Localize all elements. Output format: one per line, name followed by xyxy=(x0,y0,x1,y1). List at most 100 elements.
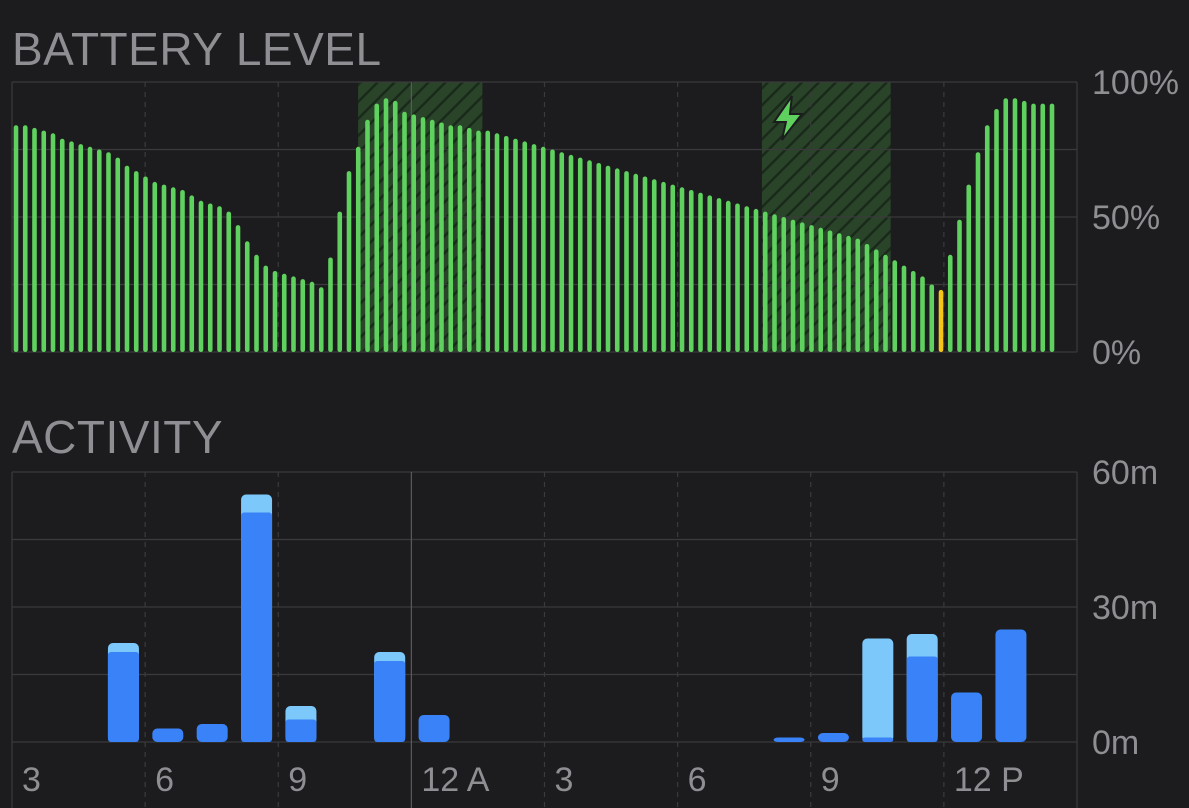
battery-bar xyxy=(32,127,37,353)
battery-bar xyxy=(1003,98,1009,352)
battery-bar xyxy=(429,119,435,352)
battery-bar xyxy=(466,127,472,353)
battery-bar xyxy=(855,238,861,352)
activity-bar-screen-on xyxy=(773,737,805,742)
battery-bar xyxy=(59,138,65,352)
battery-bar xyxy=(735,203,740,352)
time-axis-label: 3 xyxy=(555,761,574,799)
time-axis-label: 12 P xyxy=(954,761,1024,799)
battery-bar xyxy=(133,171,139,352)
battery-level-chart[interactable]: 100% 50% 0% xyxy=(11,64,1179,372)
battery-bar xyxy=(124,165,130,352)
battery-bar xyxy=(152,181,158,352)
battery-bar xyxy=(957,219,962,352)
battery-bar xyxy=(883,254,888,352)
battery-bar xyxy=(661,181,666,352)
battery-bar xyxy=(596,163,602,352)
battery-bar xyxy=(392,100,398,353)
activity-bar-screen-on xyxy=(107,652,139,742)
battery-bar xyxy=(411,114,417,353)
battery-bar xyxy=(96,149,102,352)
activity-y-tick-label: 0m xyxy=(1092,724,1139,762)
battery-bar xyxy=(281,273,287,352)
battery-bar xyxy=(254,254,259,352)
battery-bar xyxy=(522,141,528,352)
battery-bar xyxy=(402,111,407,352)
battery-bar xyxy=(910,271,916,352)
battery-bar xyxy=(1012,98,1018,352)
battery-bar xyxy=(1040,103,1046,352)
battery-bar xyxy=(531,144,537,352)
battery-bar xyxy=(892,260,898,352)
time-axis-label: 12 A xyxy=(421,761,489,799)
activity-chart[interactable]: 60m 30m 0m xyxy=(11,454,1158,808)
battery-bar xyxy=(873,249,879,352)
battery-bar xyxy=(633,173,639,352)
battery-bar xyxy=(753,208,759,352)
battery-bar xyxy=(476,130,481,352)
time-axis-label: 6 xyxy=(155,761,174,799)
activity-bar-screen-on xyxy=(995,629,1027,742)
battery-bar xyxy=(503,136,509,352)
battery-bar xyxy=(170,187,176,352)
battery-bar xyxy=(448,125,454,352)
battery-bar xyxy=(457,125,463,352)
battery-bar xyxy=(901,265,907,352)
charging-bolt-icon xyxy=(772,95,804,141)
battery-bar xyxy=(966,184,972,352)
activity-bar-screen-on xyxy=(285,719,317,742)
activity-y-tick-label: 60m xyxy=(1092,454,1158,492)
battery-bar xyxy=(328,257,333,352)
battery-bar xyxy=(540,146,546,352)
battery-bar xyxy=(772,214,777,352)
battery-bar xyxy=(864,244,870,352)
battery-bar xyxy=(984,125,990,352)
battery-bar xyxy=(651,179,657,352)
battery-bar xyxy=(836,233,842,352)
activity-bar-screen-on xyxy=(374,661,406,742)
battery-bar xyxy=(994,109,999,352)
battery-bar xyxy=(244,241,250,352)
battery-bar xyxy=(291,276,296,352)
battery-bar xyxy=(781,217,787,352)
activity-bar-screen-on xyxy=(152,728,184,742)
battery-bar xyxy=(725,200,731,352)
battery-bar xyxy=(550,149,555,352)
battery-bar xyxy=(587,160,592,352)
battery-bar xyxy=(679,187,685,352)
time-axis-label: 9 xyxy=(821,761,840,799)
battery-bar xyxy=(938,289,944,352)
activity-bar-screen-on xyxy=(241,512,273,742)
battery-bar xyxy=(577,157,583,352)
battery-bar xyxy=(198,200,204,352)
activity-bar-screen-on xyxy=(196,724,228,742)
activity-bar-screen-on xyxy=(817,733,849,742)
battery-bar xyxy=(642,176,648,352)
time-axis-label: 3 xyxy=(22,761,41,799)
battery-bar xyxy=(207,203,213,352)
battery-bar xyxy=(799,222,805,352)
battery-bar xyxy=(383,98,389,352)
battery-bar xyxy=(790,219,796,352)
time-axis-label: 6 xyxy=(688,761,707,799)
time-axis-label: 9 xyxy=(288,761,307,799)
battery-bar xyxy=(235,225,241,352)
battery-bar xyxy=(688,190,694,352)
battery-bar xyxy=(78,144,84,352)
battery-bar xyxy=(605,165,611,352)
battery-bar xyxy=(87,146,93,352)
battery-y-tick-label: 0% xyxy=(1092,334,1141,372)
battery-bar xyxy=(920,276,925,352)
battery-bar xyxy=(309,281,315,352)
battery-bar xyxy=(716,198,722,352)
battery-bar xyxy=(624,171,629,352)
battery-bar xyxy=(762,211,768,352)
battery-bar xyxy=(494,133,500,352)
battery-bar xyxy=(346,171,352,352)
battery-bar xyxy=(744,206,750,352)
battery-y-tick-label: 100% xyxy=(1092,64,1179,102)
battery-bar xyxy=(485,130,491,352)
battery-bar xyxy=(318,287,324,352)
battery-bar xyxy=(22,125,28,352)
